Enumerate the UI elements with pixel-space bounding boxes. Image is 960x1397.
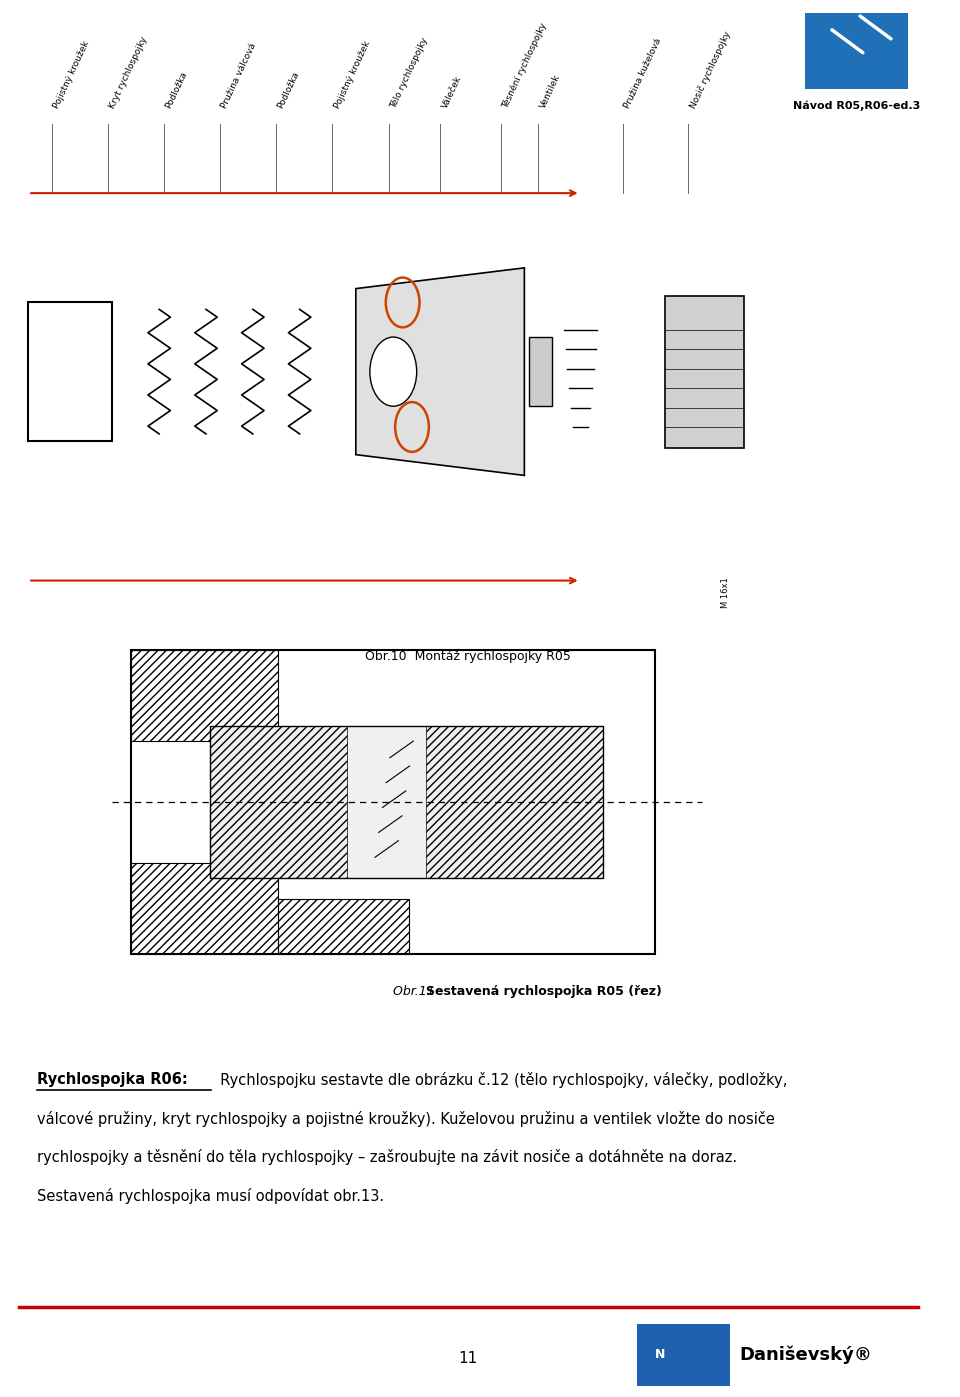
Bar — [636, 1324, 731, 1386]
Text: Pružina kuželová: Pružina kuželová — [623, 38, 663, 110]
Bar — [132, 863, 277, 954]
Bar — [209, 726, 603, 879]
Text: Daniševský®: Daniševský® — [740, 1345, 873, 1363]
Text: Těsnění rychlospojky: Těsnění rychlospojky — [501, 21, 548, 110]
Text: Rychlospojka R06:: Rychlospojka R06: — [37, 1071, 188, 1087]
Text: Sestavená rychlospojka musí odpovídat obr.13.: Sestavená rychlospojka musí odpovídat ob… — [37, 1187, 385, 1204]
Text: Podložka: Podložka — [276, 70, 301, 110]
Text: Pružina válcová: Pružina válcová — [220, 42, 258, 110]
Text: válcové pružiny, kryt rychlospojky a pojistné kroužky). Kuželovou pružinu a vent: válcové pružiny, kryt rychlospojky a poj… — [37, 1111, 776, 1126]
Bar — [209, 726, 348, 879]
Text: Pojistný kroužek: Pojistný kroužek — [52, 39, 91, 110]
Text: rychlospojky a těsnění do těla rychlospojky – zašroubujte na závit nosiče a dotá: rychlospojky a těsnění do těla rychlospo… — [37, 1150, 737, 1165]
Text: Kryt rychlospojky: Kryt rychlospojky — [108, 35, 149, 110]
Text: Tělo rychlospojky: Tělo rychlospojky — [389, 36, 429, 110]
Bar — [426, 726, 603, 879]
Text: Obr.11: Obr.11 — [394, 985, 439, 997]
Bar — [132, 650, 277, 740]
Text: Podložka: Podložka — [164, 70, 189, 110]
Text: Ventilek: Ventilek — [539, 73, 562, 110]
Bar — [28, 302, 112, 441]
Text: N: N — [655, 1348, 665, 1361]
Bar — [805, 13, 908, 89]
Text: Obr.10  Montáž rychlospojky R05: Obr.10 Montáž rychlospojky R05 — [365, 650, 571, 662]
Bar — [277, 900, 409, 954]
Text: M 16x1: M 16x1 — [721, 577, 731, 608]
Bar — [132, 650, 656, 954]
Circle shape — [370, 337, 417, 407]
Text: Rychlospojku sestavte dle obrázku č.12 (tělo rychlospojky, válečky, podložky,: Rychlospojku sestavte dle obrázku č.12 (… — [210, 1071, 787, 1088]
Bar — [665, 296, 744, 448]
Text: Váleček: Váleček — [440, 74, 463, 110]
Text: 11: 11 — [459, 1351, 478, 1366]
Text: Pojistný kroužek: Pojistný kroužek — [332, 39, 372, 110]
Polygon shape — [356, 268, 524, 475]
Bar — [19, 172, 899, 615]
Text: Návod R05,R06-ed.3: Návod R05,R06-ed.3 — [793, 101, 921, 110]
Text: Sestavená rychlospojka R05 (řez): Sestavená rychlospojka R05 (řez) — [426, 985, 662, 997]
Text: Nosič rychlospojky: Nosič rychlospojky — [688, 29, 732, 110]
Bar — [529, 337, 552, 407]
